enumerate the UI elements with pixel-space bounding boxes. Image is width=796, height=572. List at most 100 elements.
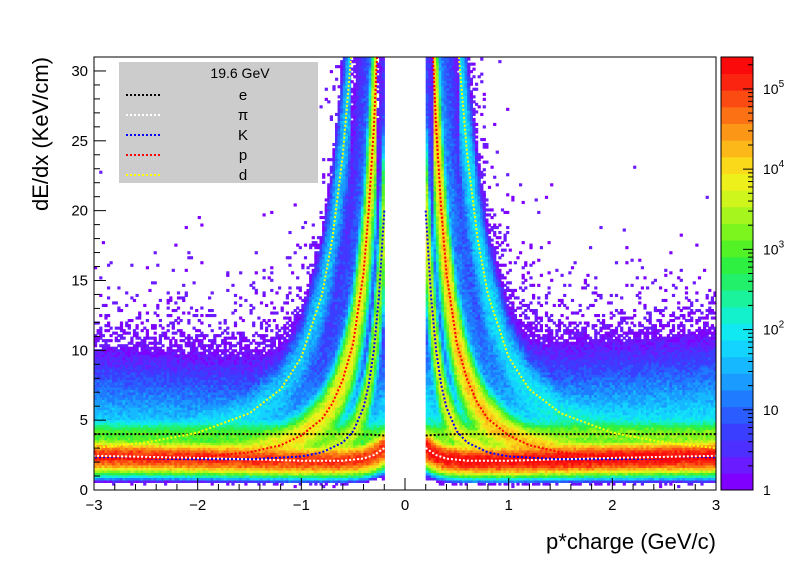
- heatmap-cell: [275, 324, 278, 327]
- heatmap-cell: [270, 271, 273, 274]
- heatmap-cell: [299, 246, 302, 249]
- heatmap-cell: [273, 319, 276, 322]
- heatmap-cell: [180, 344, 183, 347]
- heatmap-cell: [102, 241, 105, 244]
- heatmap-cell: [265, 304, 268, 307]
- heatmap-cell: [226, 289, 229, 292]
- heatmap-cell: [125, 291, 128, 294]
- heatmap-cell: [242, 332, 245, 335]
- heatmap-cell: [146, 266, 149, 269]
- heatmap-cell: [167, 329, 170, 332]
- heatmap-cell: [288, 256, 291, 259]
- heatmap-cell: [185, 269, 188, 272]
- heatmap-cell: [263, 269, 266, 272]
- heatmap-cell: [138, 312, 141, 315]
- heatmap-cell: [301, 226, 304, 229]
- heatmap-cell: [102, 334, 105, 337]
- heatmap-cell: [120, 309, 123, 312]
- heatmap-cell: [180, 319, 183, 322]
- heatmap-cell: [288, 291, 291, 294]
- heatmap-cell: [159, 319, 162, 322]
- heatmap-cell: [239, 296, 242, 299]
- heatmap-cell: [268, 324, 271, 327]
- heatmap-cell: [107, 286, 110, 289]
- heatmap-cell: [270, 329, 273, 332]
- heatmap-cell: [154, 281, 157, 284]
- heatmap-cell: [304, 244, 307, 247]
- heatmap-cell: [208, 296, 211, 299]
- heatmap-cell: [167, 307, 170, 310]
- heatmap-cell: [270, 279, 273, 282]
- heatmap-cell: [161, 327, 164, 330]
- heatmap-cell: [169, 314, 172, 317]
- heatmap-cell: [288, 231, 291, 234]
- heatmap-cell: [195, 314, 198, 317]
- heatmap-cell: [239, 304, 242, 307]
- heatmap-cell: [136, 324, 139, 327]
- heatmap-cell: [281, 307, 284, 310]
- heatmap-cell: [115, 301, 118, 304]
- heatmap-cell: [187, 319, 190, 322]
- heatmap-cell: [296, 276, 299, 279]
- heatmap-cell: [263, 276, 266, 279]
- heatmap-cell: [239, 271, 242, 274]
- heatmap-cell: [242, 319, 245, 322]
- heatmap-cell: [182, 312, 185, 315]
- heatmap-cell: [177, 291, 180, 294]
- heatmap-cell: [177, 307, 180, 310]
- heatmap-cell: [270, 211, 273, 214]
- heatmap-cell: [211, 329, 214, 332]
- heatmap-cell: [156, 314, 159, 317]
- heatmap-cell: [200, 314, 203, 317]
- heatmap-cell: [128, 332, 131, 335]
- heatmap-cell: [270, 301, 273, 304]
- heatmap-cell: [174, 301, 177, 304]
- heatmap-cell: [136, 294, 139, 297]
- heatmap-cell: [252, 281, 255, 284]
- heatmap-cell: [161, 344, 164, 347]
- heatmap-cell: [255, 271, 258, 274]
- heatmap-cell: [172, 269, 175, 272]
- heatmap-cell: [110, 261, 113, 264]
- heatmap-cell: [185, 226, 188, 229]
- heatmap-cell: [211, 309, 214, 312]
- heatmap-cell: [265, 334, 268, 337]
- heatmap-cell: [268, 319, 271, 322]
- heatmap-cell: [291, 299, 294, 302]
- heatmap-cell: [294, 251, 297, 254]
- heatmap-cell: [130, 264, 133, 267]
- heatmap-cell: [159, 299, 162, 302]
- heatmap-cell: [187, 251, 190, 254]
- heatmap-cell: [234, 337, 237, 340]
- heatmap-cell: [182, 349, 185, 352]
- heatmap-cell: [224, 319, 227, 322]
- heatmap-cell: [99, 314, 102, 317]
- heatmap-cell: [133, 299, 136, 302]
- heatmap-cell: [156, 304, 159, 307]
- heatmap-cell: [156, 264, 159, 267]
- heatmap-cell: [125, 304, 128, 307]
- heatmap-cell: [213, 314, 216, 317]
- heatmap-cell: [218, 322, 221, 325]
- heatmap-cell: [200, 322, 203, 325]
- heatmap-cell: [182, 332, 185, 335]
- heatmap-cell: [234, 301, 237, 304]
- heatmap-cell: [294, 485, 297, 488]
- heatmap-cell: [273, 307, 276, 310]
- heatmap-cell: [187, 312, 190, 315]
- heatmap-cell: [167, 291, 170, 294]
- heatmap-cell: [288, 317, 291, 320]
- heatmap-cell: [301, 264, 304, 267]
- heatmap-cell: [169, 296, 172, 299]
- heatmap-cell: [275, 312, 278, 315]
- heatmap-cell: [260, 301, 263, 304]
- heatmap-cell: [99, 327, 102, 330]
- heatmap-cell: [263, 213, 266, 216]
- heatmap-cell: [174, 244, 177, 247]
- heatmap-cell: [252, 322, 255, 325]
- heatmap-cell: [234, 294, 237, 297]
- heatmap-cell: [198, 216, 201, 219]
- heatmap-cell: [141, 322, 144, 325]
- heatmap-cell: [143, 304, 146, 307]
- heatmap-cell: [154, 251, 157, 254]
